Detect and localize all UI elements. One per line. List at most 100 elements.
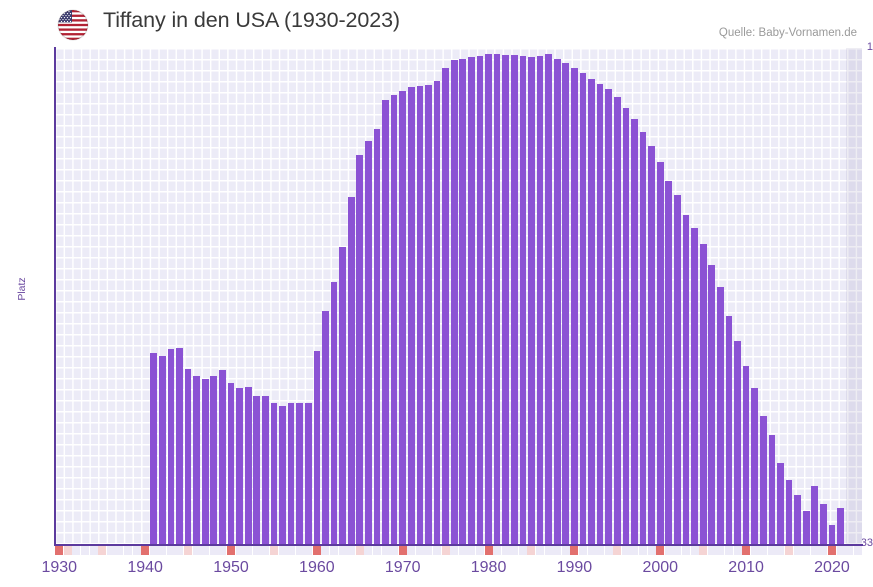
bar-2020[interactable] xyxy=(828,525,836,545)
x-axis-tick-1960 xyxy=(312,546,321,555)
x-axis-tick-1965 xyxy=(355,546,364,555)
x-axis-tick-1997 xyxy=(630,546,639,555)
bar-2003[interactable] xyxy=(682,214,690,545)
bar-1959[interactable] xyxy=(304,402,312,545)
bar-2005[interactable] xyxy=(699,243,707,545)
bar-2004[interactable] xyxy=(691,227,698,545)
bar-1946[interactable] xyxy=(193,376,200,545)
bar-1942[interactable] xyxy=(158,355,166,545)
bar-1964[interactable] xyxy=(347,197,355,545)
bar-1965[interactable] xyxy=(356,154,364,545)
bar-1974[interactable] xyxy=(433,80,441,545)
bar-1997[interactable] xyxy=(631,118,638,545)
bar-1960[interactable] xyxy=(313,350,321,545)
bar-1962[interactable] xyxy=(330,281,338,545)
bar-1949[interactable] xyxy=(219,370,226,545)
bar-1990[interactable] xyxy=(571,67,578,545)
x-axis-tick-2018 xyxy=(810,546,819,555)
x-axis-tick-2004 xyxy=(690,546,699,555)
bar-1999[interactable] xyxy=(648,145,655,545)
x-axis-tick-1975 xyxy=(441,546,450,555)
x-axis-tick-2011 xyxy=(750,546,759,555)
bar-1976[interactable] xyxy=(450,59,458,545)
bar-1970[interactable] xyxy=(399,90,407,545)
bar-1950[interactable] xyxy=(227,383,235,545)
bar-2015[interactable] xyxy=(785,480,793,545)
bar-1963[interactable] xyxy=(339,246,346,545)
bar-1998[interactable] xyxy=(639,131,647,545)
bar-1982[interactable] xyxy=(502,54,510,545)
x-axis-tick-1977 xyxy=(458,546,467,555)
bar-1973[interactable] xyxy=(425,84,432,545)
bar-2019[interactable] xyxy=(820,504,827,545)
bar-1969[interactable] xyxy=(390,94,398,545)
x-axis-tick-1972 xyxy=(415,546,424,555)
bar-1995[interactable] xyxy=(613,96,621,545)
bar-2012[interactable] xyxy=(759,415,767,545)
bar-1983[interactable] xyxy=(510,55,518,545)
bar-1945[interactable] xyxy=(184,368,192,545)
bar-2009[interactable] xyxy=(734,341,741,545)
bar-1972[interactable] xyxy=(416,86,424,545)
x-axis-label-1950: 1950 xyxy=(213,559,249,576)
bar-1954[interactable] xyxy=(261,396,269,545)
bar-1981[interactable] xyxy=(493,54,501,545)
bar-2014[interactable] xyxy=(777,463,784,545)
bar-2016[interactable] xyxy=(794,495,801,545)
x-axis-tick-1970 xyxy=(398,546,407,555)
bar-1957[interactable] xyxy=(287,402,295,545)
bar-1992[interactable] xyxy=(588,78,595,545)
bar-1971[interactable] xyxy=(407,87,415,545)
x-axis-tick-2013 xyxy=(767,546,776,555)
bar-1953[interactable] xyxy=(253,395,261,545)
bar-1991[interactable] xyxy=(579,73,587,545)
bar-1987[interactable] xyxy=(545,54,552,545)
bar-2011[interactable] xyxy=(751,388,759,545)
x-axis-tick-1946 xyxy=(192,546,201,555)
bar-1955[interactable] xyxy=(270,402,278,545)
bar-1961[interactable] xyxy=(322,311,329,545)
bar-2021[interactable] xyxy=(837,508,844,545)
bar-2001[interactable] xyxy=(665,181,673,545)
x-axis-tick-1956 xyxy=(278,546,287,555)
bar-1986[interactable] xyxy=(536,55,544,545)
bar-1977[interactable] xyxy=(459,59,467,545)
bar-1943[interactable] xyxy=(167,349,175,545)
bar-1951[interactable] xyxy=(236,387,243,545)
bar-1985[interactable] xyxy=(528,56,535,545)
bar-2000[interactable] xyxy=(656,161,664,545)
x-axis-tick-1988 xyxy=(553,546,562,555)
bar-1984[interactable] xyxy=(519,55,527,545)
bar-2010[interactable] xyxy=(742,366,750,545)
bar-1994[interactable] xyxy=(605,89,613,545)
bar-1956[interactable] xyxy=(279,406,286,545)
bar-1996[interactable] xyxy=(622,107,630,545)
bar-1958[interactable] xyxy=(296,403,304,545)
bar-2013[interactable] xyxy=(768,434,776,545)
bar-1966[interactable] xyxy=(365,141,372,545)
bar-1948[interactable] xyxy=(210,376,218,545)
bar-1941[interactable] xyxy=(150,352,158,545)
x-axis-tick-2006 xyxy=(707,546,716,555)
x-axis-tick-1989 xyxy=(561,546,570,555)
bar-2008[interactable] xyxy=(725,315,733,545)
bar-1975[interactable] xyxy=(442,67,449,545)
bar-1967[interactable] xyxy=(373,129,381,545)
bar-1947[interactable] xyxy=(201,379,209,545)
bar-1978[interactable] xyxy=(468,56,475,545)
bar-1952[interactable] xyxy=(244,387,252,545)
bar-2002[interactable] xyxy=(674,195,681,545)
bar-1944[interactable] xyxy=(176,347,183,545)
bar-2017[interactable] xyxy=(802,511,810,545)
bar-2007[interactable] xyxy=(717,286,724,545)
bar-1979[interactable] xyxy=(476,56,484,545)
bar-2018[interactable] xyxy=(811,486,819,545)
bar-1968[interactable] xyxy=(382,100,389,545)
bar-1993[interactable] xyxy=(596,84,604,545)
bar-1988[interactable] xyxy=(553,59,561,545)
x-axis-tick-1933 xyxy=(81,546,90,555)
bar-1980[interactable] xyxy=(485,53,492,545)
bar-1989[interactable] xyxy=(562,63,570,545)
x-axis-tick-1964 xyxy=(347,546,356,555)
bar-2006[interactable] xyxy=(708,264,716,545)
